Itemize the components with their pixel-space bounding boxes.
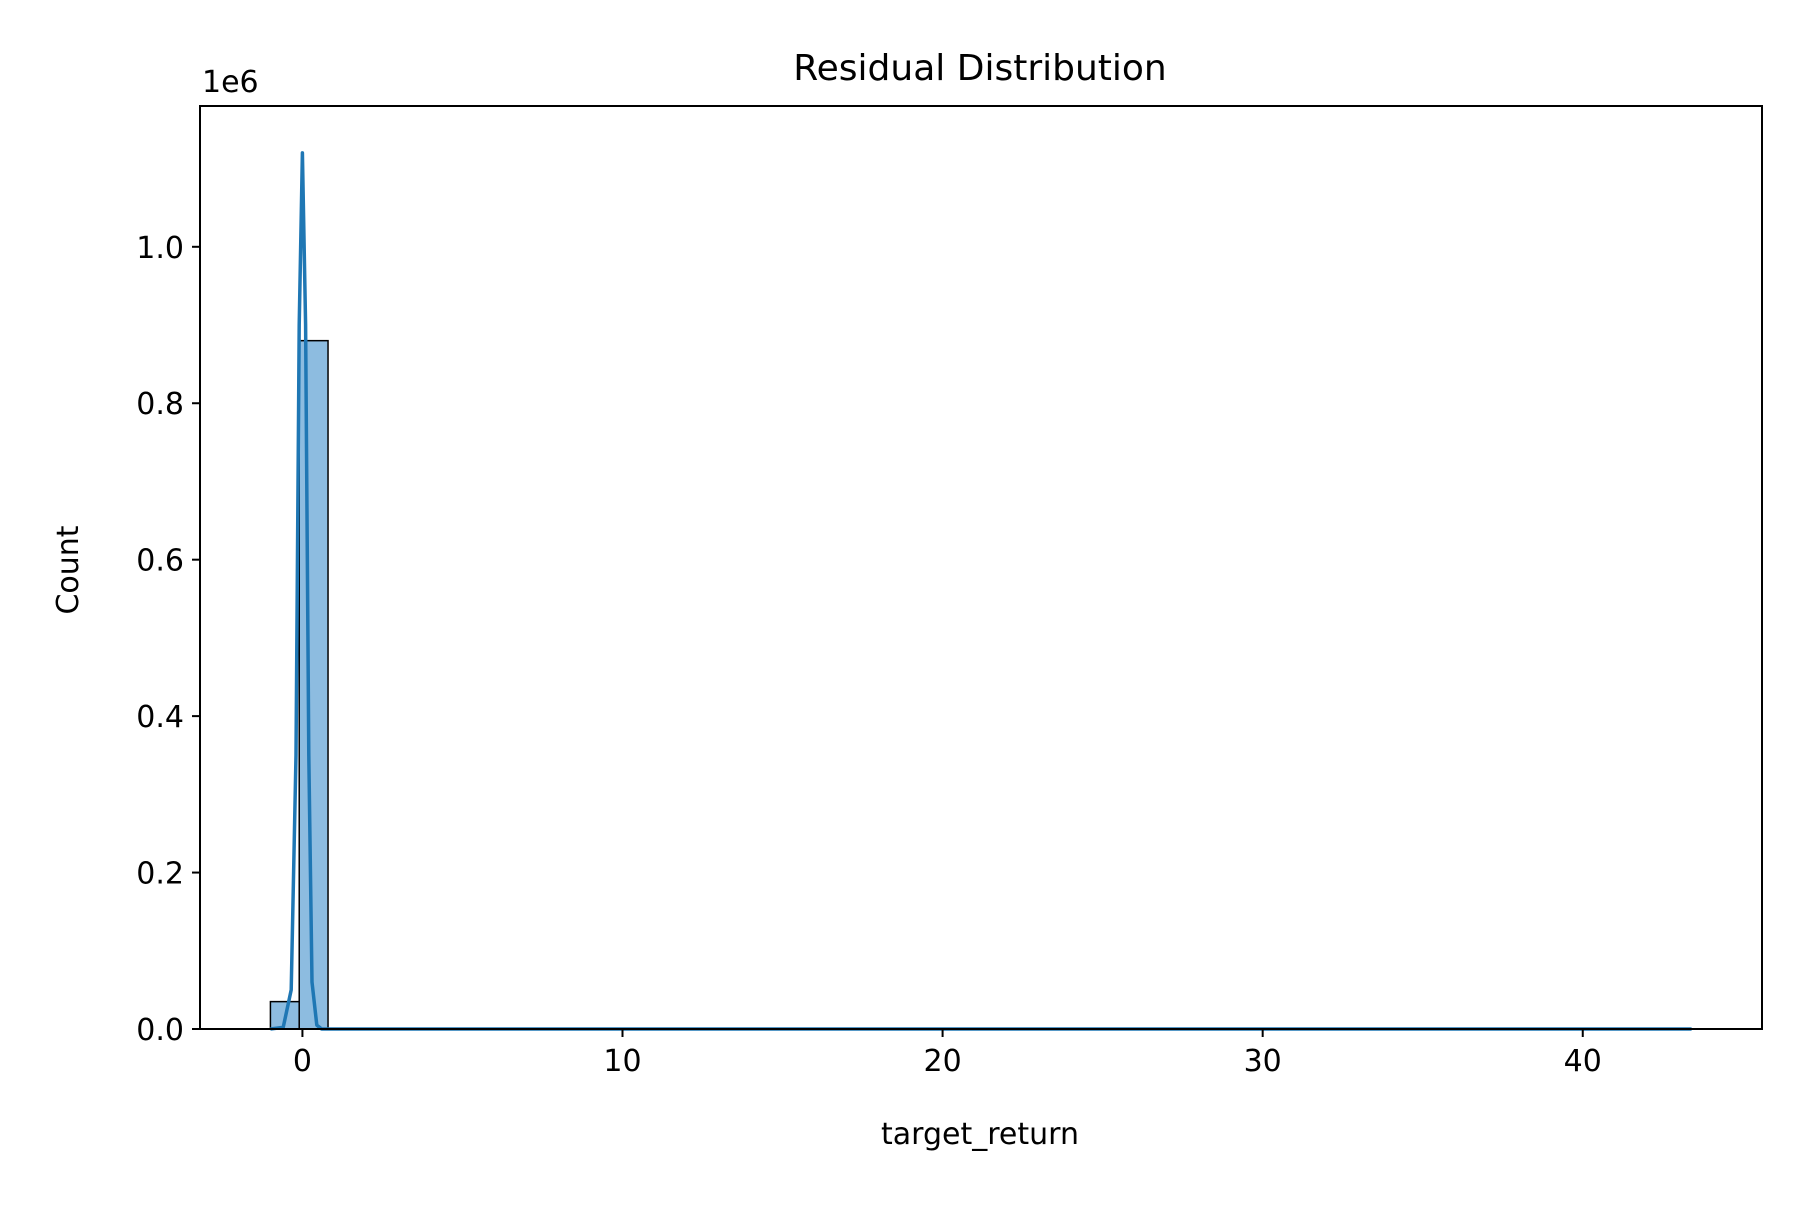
y-scale-label: 1e6 bbox=[202, 65, 259, 100]
y-tick-label: 0.0 bbox=[136, 1013, 184, 1048]
x-tick-label: 20 bbox=[923, 1044, 961, 1079]
y-axis-ticks: 0.0 0.2 0.4 0.6 0.8 1.0 bbox=[136, 231, 200, 1048]
histogram-bar-1 bbox=[298, 339, 329, 1030]
x-axis-label: target_return bbox=[881, 1117, 1079, 1152]
y-tick-label: 1.0 bbox=[136, 231, 184, 266]
histogram-bars bbox=[269, 339, 329, 1030]
y-tick-label: 0.2 bbox=[136, 857, 184, 892]
chart-title: Residual Distribution bbox=[793, 48, 1167, 89]
y-tick-label: 0.8 bbox=[136, 387, 184, 422]
kde-line-0 bbox=[270, 151, 1692, 1031]
y-tick-label: 0.4 bbox=[136, 700, 184, 735]
kde-line-layer bbox=[270, 151, 1692, 1031]
x-tick-label: 0 bbox=[293, 1044, 312, 1079]
y-tick-label: 0.6 bbox=[136, 544, 184, 579]
x-tick-label: 40 bbox=[1564, 1044, 1602, 1079]
x-tick-label: 10 bbox=[603, 1044, 641, 1079]
x-tick-label: 30 bbox=[1244, 1044, 1282, 1079]
x-axis-ticks: 0 10 20 30 40 bbox=[293, 1029, 1602, 1079]
plot-area-frame bbox=[199, 105, 1763, 1030]
y-axis-label: Count bbox=[51, 525, 86, 614]
